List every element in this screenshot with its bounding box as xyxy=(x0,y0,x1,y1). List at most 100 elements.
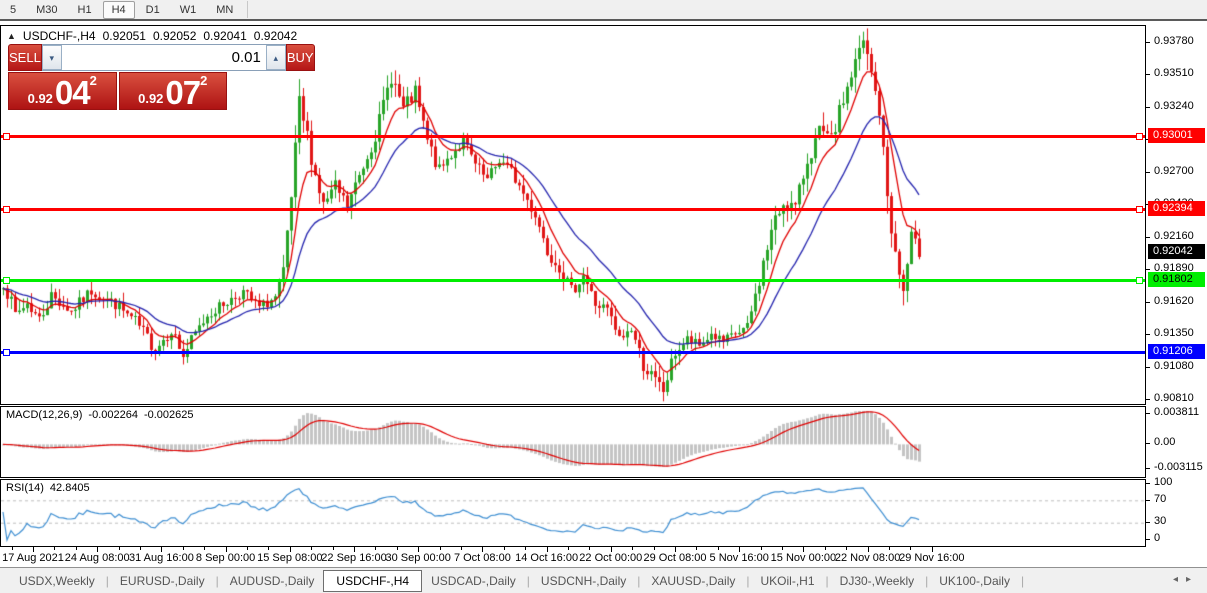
collapse-panel-icon[interactable]: ▲ xyxy=(7,31,16,41)
time-tick xyxy=(268,547,269,550)
time-label: 8 Sep 00:00 xyxy=(195,552,256,564)
tab-nav-left-icon[interactable]: ◂ xyxy=(1172,574,1186,585)
tab-nav-arrows[interactable]: ◂▸ xyxy=(1173,574,1199,585)
hline-anchor-icon[interactable] xyxy=(3,205,10,213)
tab-xauusd-daily[interactable]: XAUUSD-,Daily xyxy=(651,573,736,588)
time-tick-major xyxy=(482,547,483,552)
time-label: 15 Sep 08:00 xyxy=(257,552,323,564)
buy-price-sup: 2 xyxy=(200,73,208,88)
time-label: 31 Aug 16:00 xyxy=(128,552,194,564)
price-tick-label: 100 xyxy=(1154,476,1173,488)
axis-tick xyxy=(1146,413,1150,415)
time-tick xyxy=(140,547,141,550)
toolbar-separator xyxy=(247,1,249,18)
time-tick-major xyxy=(290,547,291,552)
time-tick-major xyxy=(868,547,869,552)
axis-tick xyxy=(1146,483,1150,484)
time-tick xyxy=(825,547,826,550)
macd-canvas xyxy=(1,407,1145,477)
axis-tick xyxy=(1146,269,1150,271)
sell-button[interactable]: SELL xyxy=(8,44,42,71)
one-click-trade-panel: SELL ▾ ▴ BUY 0.92 04 2 0.92 07 2 xyxy=(8,44,315,110)
rsi-panel[interactable]: RSI(14) 42.8405 xyxy=(0,479,1146,547)
price-axis[interactable]: 0.937800.935100.932400.929700.927000.924… xyxy=(1146,21,1207,547)
time-label: 24 Aug 08:00 xyxy=(64,552,130,564)
hline-0.93001[interactable] xyxy=(1,134,1145,138)
tab-usdcnh-daily[interactable]: USDCNH-,Daily xyxy=(540,573,627,588)
timeframe-button-h4[interactable]: H4 xyxy=(102,0,135,19)
price-chart-plot[interactable]: ▲ USDCHF-,H4 0.92051 0.92052 0.92041 0.9… xyxy=(0,25,1146,405)
buy-button[interactable]: BUY xyxy=(285,44,315,71)
time-tick xyxy=(54,547,55,550)
axis-tick xyxy=(1146,236,1150,238)
time-tick xyxy=(119,547,120,550)
sell-price-button[interactable]: 0.92 04 2 xyxy=(8,72,117,110)
time-label: 22 Oct 00:00 xyxy=(579,552,643,564)
time-tick xyxy=(525,547,526,550)
time-tick-major xyxy=(161,547,162,552)
sell-price-big: 04 xyxy=(54,74,91,111)
tab-usdx-weekly[interactable]: USDX,Weekly xyxy=(19,573,95,588)
hline-0.92394[interactable] xyxy=(1,207,1145,211)
time-tick xyxy=(910,547,911,550)
timeframe-button-w1[interactable]: W1 xyxy=(179,3,197,16)
price-tick-label: 0.91350 xyxy=(1154,327,1194,340)
axis-tick xyxy=(1146,539,1150,540)
price-tick-label: 0.91620 xyxy=(1154,294,1194,307)
buy-price-button[interactable]: 0.92 07 2 xyxy=(118,72,227,110)
tab-separator: | xyxy=(925,573,929,588)
time-tick xyxy=(504,547,505,550)
hline-price-label: 0.91802 xyxy=(1148,272,1205,288)
time-label: 29 Nov 16:00 xyxy=(899,552,965,564)
time-axis[interactable]: 17 Aug 2021 24 Aug 08:00 31 Aug 16:00 8 Sep… xyxy=(0,547,1146,567)
volume-increase-button[interactable]: ▴ xyxy=(265,45,286,70)
tab-separator: | xyxy=(825,573,829,588)
timeframe-button-m30[interactable]: M30 xyxy=(36,3,58,16)
time-tick xyxy=(696,547,697,550)
time-tick-major xyxy=(97,547,98,552)
current-price-label: 0.92042 xyxy=(1148,243,1205,259)
hline-anchor-icon[interactable] xyxy=(1136,205,1143,213)
timeframe-button-mn[interactable]: MN xyxy=(216,3,234,16)
price-tick-label: 0.91890 xyxy=(1154,262,1194,275)
hline-0.91206[interactable] xyxy=(1,350,1145,354)
hline-anchor-icon[interactable] xyxy=(3,276,10,284)
symbol-title: USDCHF-,H4 xyxy=(22,29,96,43)
timeframe-button-5[interactable]: 5 xyxy=(10,3,17,16)
macd-panel[interactable]: MACD(12,26,9) -0.002264 -0.002625 xyxy=(0,406,1146,478)
time-tick xyxy=(761,547,762,550)
time-tick xyxy=(718,547,719,550)
axis-tick xyxy=(1146,171,1150,173)
hline-anchor-icon[interactable] xyxy=(3,348,10,356)
volume-input[interactable] xyxy=(61,45,266,70)
time-tick xyxy=(440,547,441,550)
hline-anchor-icon[interactable] xyxy=(3,132,10,140)
price-tick-label: 0.003811 xyxy=(1154,406,1200,419)
time-label: 22 Nov 08:00 xyxy=(834,552,901,564)
tab-uk100-daily[interactable]: UK100-,Daily xyxy=(939,573,1010,588)
tab-usdchf-h4[interactable]: USDCHF-,H4 xyxy=(323,569,423,592)
tab-separator: | xyxy=(746,573,750,588)
hline-anchor-icon[interactable] xyxy=(1136,132,1143,140)
time-tick xyxy=(889,547,890,550)
volume-decrease-button[interactable]: ▾ xyxy=(41,45,62,70)
hline-price-label: 0.91206 xyxy=(1148,344,1205,360)
tab-dj30-weekly[interactable]: DJ30-,Weekly xyxy=(839,573,915,588)
tab-nav-right-icon[interactable]: ▸ xyxy=(1185,574,1199,585)
axis-tick xyxy=(1146,106,1150,108)
tab-usdcad-daily[interactable]: USDCAD-,Daily xyxy=(431,573,516,588)
time-label: 22 Sep 16:00 xyxy=(321,552,387,564)
timeframe-button-d1[interactable]: D1 xyxy=(145,3,160,16)
tab-audusd-daily[interactable]: AUDUSD-,Daily xyxy=(229,573,315,588)
price-tick-label: 0.00 xyxy=(1154,436,1176,449)
time-label: 14 Oct 16:00 xyxy=(515,552,579,564)
tab-eurusd-daily[interactable]: EURUSD-,Daily xyxy=(119,573,205,588)
time-tick xyxy=(247,547,248,550)
time-tick xyxy=(12,547,13,550)
time-tick xyxy=(397,547,398,550)
hline-anchor-icon[interactable] xyxy=(1136,276,1143,284)
hline-0.91802[interactable] xyxy=(1,278,1145,282)
tab-ukoil-h1[interactable]: UKOil-,H1 xyxy=(760,573,815,588)
timeframe-button-h1[interactable]: H1 xyxy=(77,3,92,16)
